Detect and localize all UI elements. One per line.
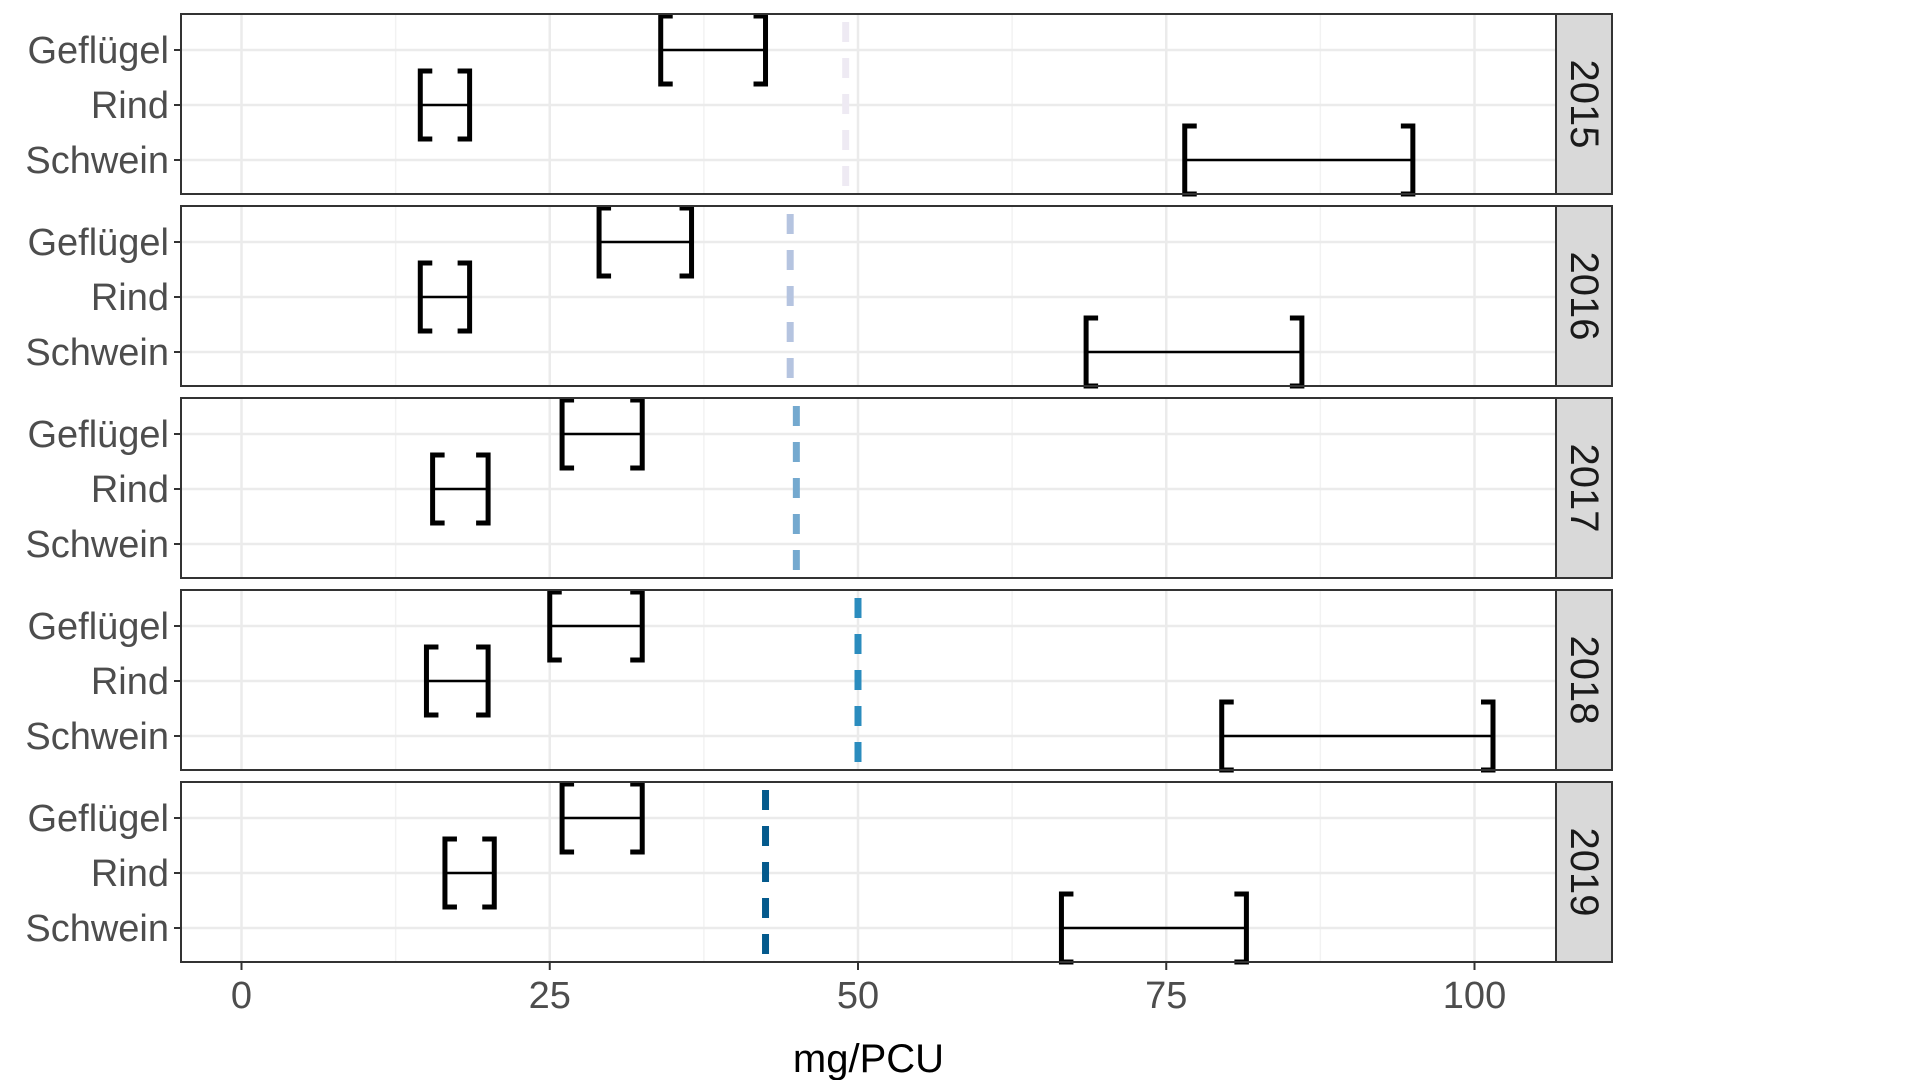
y-tick-label: Rind xyxy=(91,853,169,895)
interval-upper-bracket xyxy=(630,589,645,663)
y-tick-label: Rind xyxy=(91,85,169,127)
facet-strip-label: 2017 xyxy=(1562,444,1606,533)
facet-strip xyxy=(1555,589,1613,771)
x-tick-label: 50 xyxy=(837,975,879,1017)
interval-lower-bracket xyxy=(423,644,439,718)
x-tick-label: 75 xyxy=(1145,975,1187,1017)
y-tick-label: Geflügel xyxy=(27,414,169,456)
y-tick-label: Rind xyxy=(91,469,169,511)
interval-lower-bracket xyxy=(559,397,575,471)
interval-upper-bracket xyxy=(476,452,491,526)
facet-strip xyxy=(1555,205,1613,387)
interval-upper-bracket xyxy=(457,260,473,334)
facet-strip-label: 2015 xyxy=(1562,60,1606,149)
x-tick-label: 100 xyxy=(1443,975,1506,1017)
interval-upper-bracket xyxy=(476,644,491,718)
facet-strip xyxy=(1555,13,1613,195)
y-tick-label: Rind xyxy=(91,661,169,703)
interval-upper-bracket xyxy=(482,836,497,910)
y-tick-label: Geflügel xyxy=(27,606,169,648)
y-tick-label: Schwein xyxy=(25,524,169,566)
facet-strip xyxy=(1555,397,1613,579)
y-tick-label: Geflügel xyxy=(27,798,169,840)
interval-lower-bracket xyxy=(430,452,445,526)
y-tick-label: Geflügel xyxy=(27,30,169,72)
interval-lower-bracket xyxy=(417,68,433,142)
interval-upper-bracket xyxy=(630,397,645,471)
interval-lower-bracket xyxy=(559,781,575,855)
y-tick-label: Schwein xyxy=(25,140,169,182)
y-tick-label: Geflügel xyxy=(27,222,169,264)
y-tick-label: Rind xyxy=(91,277,169,319)
x-axis-title: mg/PCU xyxy=(793,1037,944,1080)
interval-upper-bracket xyxy=(679,205,695,279)
y-tick-label: Schwein xyxy=(25,908,169,950)
interval-lower-bracket xyxy=(417,260,433,334)
interval-upper-bracket xyxy=(630,781,645,855)
y-tick-label: Schwein xyxy=(25,716,169,758)
interval-upper-bracket xyxy=(753,13,769,87)
facet-strip xyxy=(1555,781,1613,963)
x-tick-label: 0 xyxy=(231,975,252,1017)
x-tick-label: 25 xyxy=(529,975,571,1017)
facet-strip-label: 2019 xyxy=(1562,828,1606,917)
facet-strip-label: 2016 xyxy=(1562,252,1606,341)
y-tick-label: Schwein xyxy=(25,332,169,374)
interval-upper-bracket xyxy=(457,68,473,142)
interval-lower-bracket xyxy=(658,13,673,87)
interval-lower-bracket xyxy=(442,836,457,910)
interval-lower-bracket xyxy=(547,589,562,663)
interval-lower-bracket xyxy=(596,205,612,279)
facet-strip-label: 2018 xyxy=(1562,636,1606,725)
